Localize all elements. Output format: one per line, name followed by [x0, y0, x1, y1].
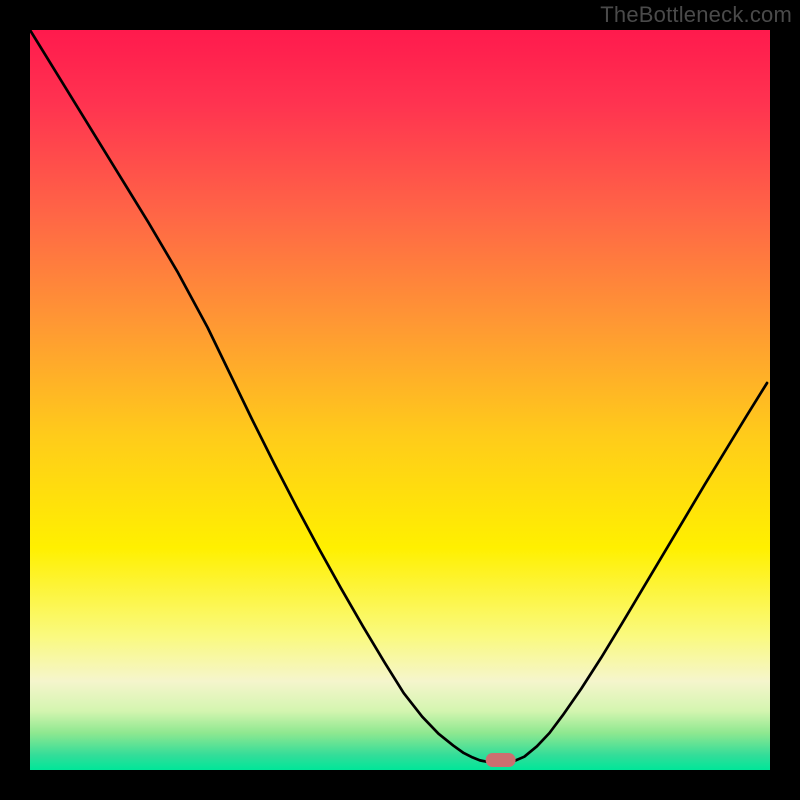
gradient-background [30, 30, 770, 770]
minimum-marker [486, 753, 516, 767]
chart-frame: TheBottleneck.com [0, 0, 800, 800]
plot-area [30, 30, 770, 770]
plot-svg [30, 30, 770, 770]
watermark-text: TheBottleneck.com [600, 2, 792, 28]
